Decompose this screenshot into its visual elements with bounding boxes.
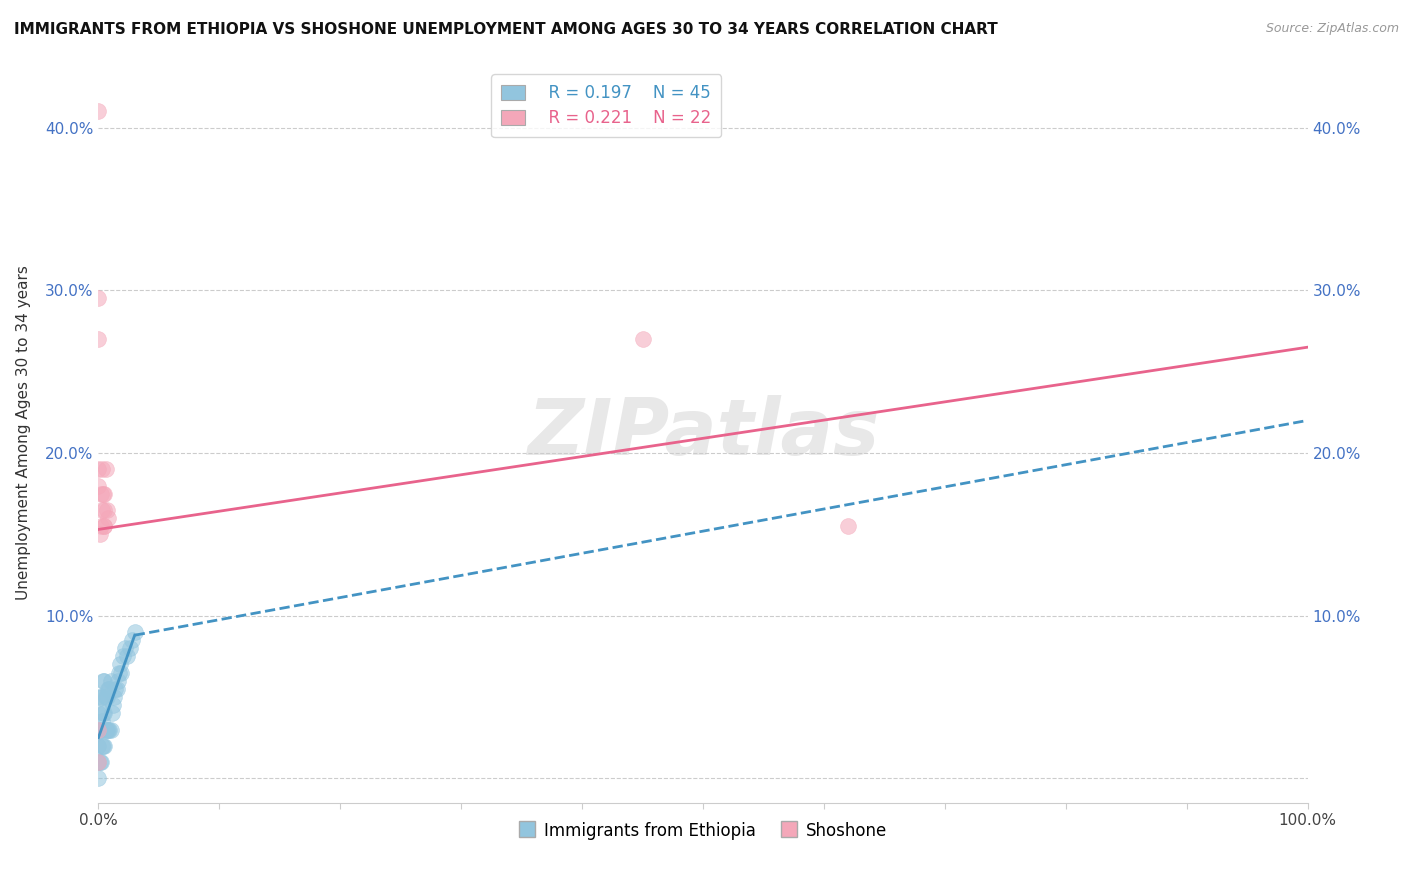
Point bbox=[97, 511, 120, 525]
Point bbox=[104, 681, 127, 696]
Point bbox=[93, 486, 115, 500]
Point bbox=[93, 519, 115, 533]
Point bbox=[94, 690, 117, 704]
Point bbox=[87, 690, 110, 704]
Point bbox=[90, 723, 112, 737]
Point bbox=[91, 486, 114, 500]
Point bbox=[103, 690, 125, 704]
Text: Source: ZipAtlas.com: Source: ZipAtlas.com bbox=[1265, 22, 1399, 36]
Point bbox=[87, 478, 110, 492]
Point bbox=[89, 755, 111, 769]
Point bbox=[93, 706, 115, 721]
Point bbox=[96, 723, 118, 737]
Text: ZIPatlas: ZIPatlas bbox=[527, 394, 879, 471]
Point bbox=[91, 739, 114, 753]
Point bbox=[108, 665, 131, 680]
Point bbox=[105, 681, 128, 696]
Point bbox=[93, 519, 115, 533]
Point bbox=[110, 665, 132, 680]
Point bbox=[91, 706, 114, 721]
Point bbox=[89, 527, 111, 541]
Point bbox=[96, 690, 118, 704]
Point bbox=[94, 462, 117, 476]
Legend: Immigrants from Ethiopia, Shoshone: Immigrants from Ethiopia, Shoshone bbox=[512, 815, 894, 847]
Point bbox=[87, 332, 110, 346]
Point bbox=[100, 673, 122, 688]
Point bbox=[90, 755, 112, 769]
Point bbox=[124, 624, 146, 639]
Point bbox=[90, 519, 112, 533]
Point bbox=[91, 714, 114, 729]
Point bbox=[91, 739, 114, 753]
Point bbox=[91, 690, 114, 704]
Point bbox=[87, 755, 110, 769]
Point bbox=[87, 462, 110, 476]
Point bbox=[114, 641, 136, 656]
Point bbox=[91, 673, 114, 688]
Point bbox=[89, 723, 111, 737]
Point bbox=[87, 739, 110, 753]
Point bbox=[87, 723, 110, 737]
Point bbox=[93, 739, 115, 753]
Point bbox=[94, 723, 117, 737]
Point bbox=[100, 706, 122, 721]
Point bbox=[111, 649, 134, 664]
Text: IMMIGRANTS FROM ETHIOPIA VS SHOSHONE UNEMPLOYMENT AMONG AGES 30 TO 34 YEARS CORR: IMMIGRANTS FROM ETHIOPIA VS SHOSHONE UNE… bbox=[14, 22, 998, 37]
Point bbox=[100, 723, 122, 737]
Point bbox=[87, 292, 110, 306]
Point bbox=[121, 633, 143, 648]
Point bbox=[91, 503, 114, 517]
Y-axis label: Unemployment Among Ages 30 to 34 years: Unemployment Among Ages 30 to 34 years bbox=[17, 265, 31, 600]
Point bbox=[93, 503, 115, 517]
Point bbox=[107, 673, 129, 688]
Point bbox=[96, 503, 118, 517]
Point bbox=[90, 690, 112, 704]
Point bbox=[87, 706, 110, 721]
Point bbox=[631, 332, 654, 346]
Point bbox=[93, 673, 115, 688]
Point bbox=[97, 723, 120, 737]
Point bbox=[837, 519, 859, 533]
Point bbox=[108, 657, 131, 672]
Point bbox=[98, 723, 121, 737]
Point bbox=[90, 486, 112, 500]
Point bbox=[87, 755, 110, 769]
Point bbox=[87, 104, 110, 119]
Point bbox=[97, 681, 120, 696]
Point bbox=[87, 723, 110, 737]
Point bbox=[118, 641, 141, 656]
Point bbox=[98, 681, 121, 696]
Point bbox=[87, 772, 110, 786]
Point bbox=[91, 462, 114, 476]
Point bbox=[117, 649, 139, 664]
Point bbox=[101, 698, 124, 713]
